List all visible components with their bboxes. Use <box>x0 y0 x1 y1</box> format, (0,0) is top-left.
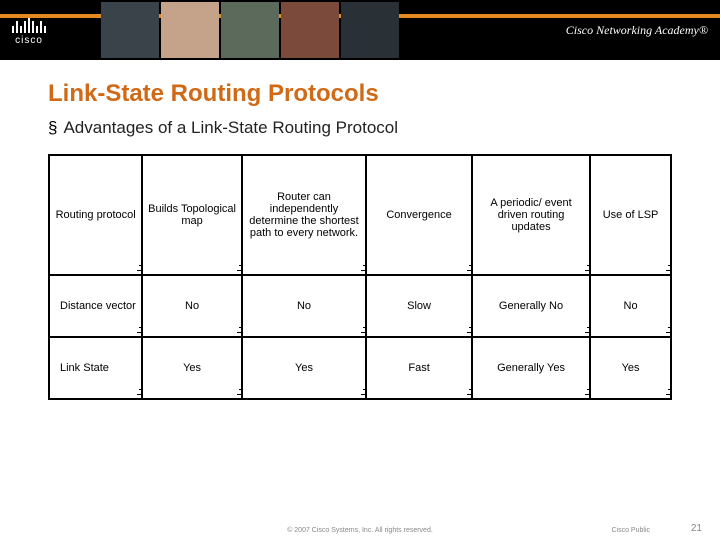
table-header-0: Routing protocol <box>49 155 142 275</box>
row-0-cell-0: No <box>142 275 242 337</box>
cell-resize-icon <box>663 265 671 275</box>
cell-resize-icon <box>358 265 366 275</box>
cell-resize-icon <box>582 327 590 337</box>
table-row: Distance vector No No Slow Generally No … <box>49 275 671 337</box>
subtitle-text: Advantages of a Link-State Routing Proto… <box>63 118 398 137</box>
cell-resize-icon <box>663 327 671 337</box>
header-photo-strip <box>100 2 400 58</box>
comparison-table: Routing protocol Builds Topological map … <box>48 154 672 400</box>
table-row: Link State Yes Yes Fast Generally Yes Ye… <box>49 337 671 399</box>
row-1-cell-4: Yes <box>590 337 671 399</box>
table-header-4: A periodic/ event driven routing updates <box>472 155 590 275</box>
academy-label: Cisco Networking Academy® <box>566 23 708 38</box>
footer-copyright: © 2007 Cisco Systems, Inc. All rights re… <box>287 527 433 534</box>
header-photo-1 <box>101 2 159 58</box>
header-photo-4 <box>281 2 339 58</box>
row-1-label: Link State <box>49 337 142 399</box>
cell-resize-icon <box>134 389 142 399</box>
cell-resize-icon <box>358 327 366 337</box>
cell-resize-icon <box>134 265 142 275</box>
cell-resize-icon <box>134 327 142 337</box>
row-1-cell-1: Yes <box>242 337 366 399</box>
footer-public: Cisco Public <box>611 527 650 534</box>
cell-resize-icon <box>582 389 590 399</box>
row-0-cell-1: No <box>242 275 366 337</box>
table-header-1: Builds Topological map <box>142 155 242 275</box>
row-0-cell-2: Slow <box>366 275 472 337</box>
cisco-logo: cisco <box>12 15 46 46</box>
header-photo-5 <box>341 2 399 58</box>
table-header-3: Convergence <box>366 155 472 275</box>
cell-resize-icon <box>234 265 242 275</box>
header-photo-3 <box>221 2 279 58</box>
cell-resize-icon <box>464 389 472 399</box>
cell-resize-icon <box>663 389 671 399</box>
slide-footer: © 2007 Cisco Systems, Inc. All rights re… <box>0 527 720 534</box>
row-0-label: Distance vector <box>49 275 142 337</box>
cell-resize-icon <box>234 389 242 399</box>
bullet-icon: § <box>48 118 57 137</box>
cell-resize-icon <box>234 327 242 337</box>
cell-resize-icon <box>358 389 366 399</box>
cell-resize-icon <box>464 265 472 275</box>
row-0-cell-3: Generally No <box>472 275 590 337</box>
slide-title: Link-State Routing Protocols <box>48 80 672 108</box>
row-1-cell-2: Fast <box>366 337 472 399</box>
slide-subtitle: § Advantages of a Link-State Routing Prot… <box>48 118 672 138</box>
row-1-cell-0: Yes <box>142 337 242 399</box>
footer-page-number: 21 <box>691 523 702 534</box>
row-0-cell-4: No <box>590 275 671 337</box>
table-header-row: Routing protocol Builds Topological map … <box>49 155 671 275</box>
header-photo-2 <box>161 2 219 58</box>
cell-resize-icon <box>464 327 472 337</box>
row-1-cell-3: Generally Yes <box>472 337 590 399</box>
table-header-5: Use of LSP <box>590 155 671 275</box>
table-header-2: Router can independently determine the s… <box>242 155 366 275</box>
cisco-logo-text: cisco <box>15 35 43 46</box>
header-bar: cisco Cisco Networking Academy® <box>0 0 720 60</box>
cell-resize-icon <box>582 265 590 275</box>
slide-content: Link-State Routing Protocols § Advantages… <box>0 60 720 400</box>
